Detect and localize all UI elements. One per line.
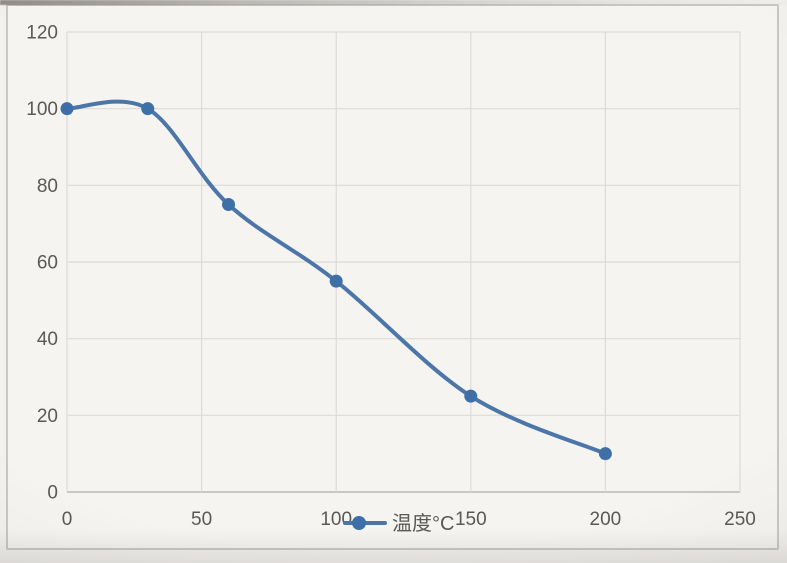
y-tick-label: 20 <box>37 406 58 427</box>
chart-legend: 温度°C <box>343 512 454 535</box>
x-tick-label: 200 <box>590 509 622 530</box>
x-tick-label: 150 <box>455 509 487 530</box>
y-tick-label: 40 <box>37 329 58 350</box>
data-point <box>329 274 343 288</box>
gridlines <box>66 31 741 493</box>
data-point <box>60 102 74 116</box>
legend-label: 温度°C <box>392 512 454 535</box>
data-point-markers <box>60 102 612 461</box>
y-tick-label: 120 <box>26 23 58 44</box>
data-point <box>464 389 478 403</box>
x-axis-tick-labels: 0 50 100 150 200 250 <box>62 509 756 530</box>
y-tick-label: 80 <box>37 176 58 197</box>
data-point <box>598 447 612 461</box>
y-tick-label: 0 <box>47 483 58 504</box>
y-tick-label: 100 <box>26 99 58 120</box>
data-point <box>141 102 155 116</box>
x-tick-label: 0 <box>62 509 73 530</box>
data-point <box>222 198 236 211</box>
x-tick-label: 50 <box>191 509 212 530</box>
y-axis-tick-labels: 0 20 40 60 80 100 120 <box>26 23 58 504</box>
x-tick-label: 250 <box>724 509 756 530</box>
x-tick-label: 100 <box>320 509 352 530</box>
y-tick-label: 60 <box>37 253 58 274</box>
legend-dot-marker <box>352 516 366 530</box>
chart-frame <box>6 4 779 550</box>
